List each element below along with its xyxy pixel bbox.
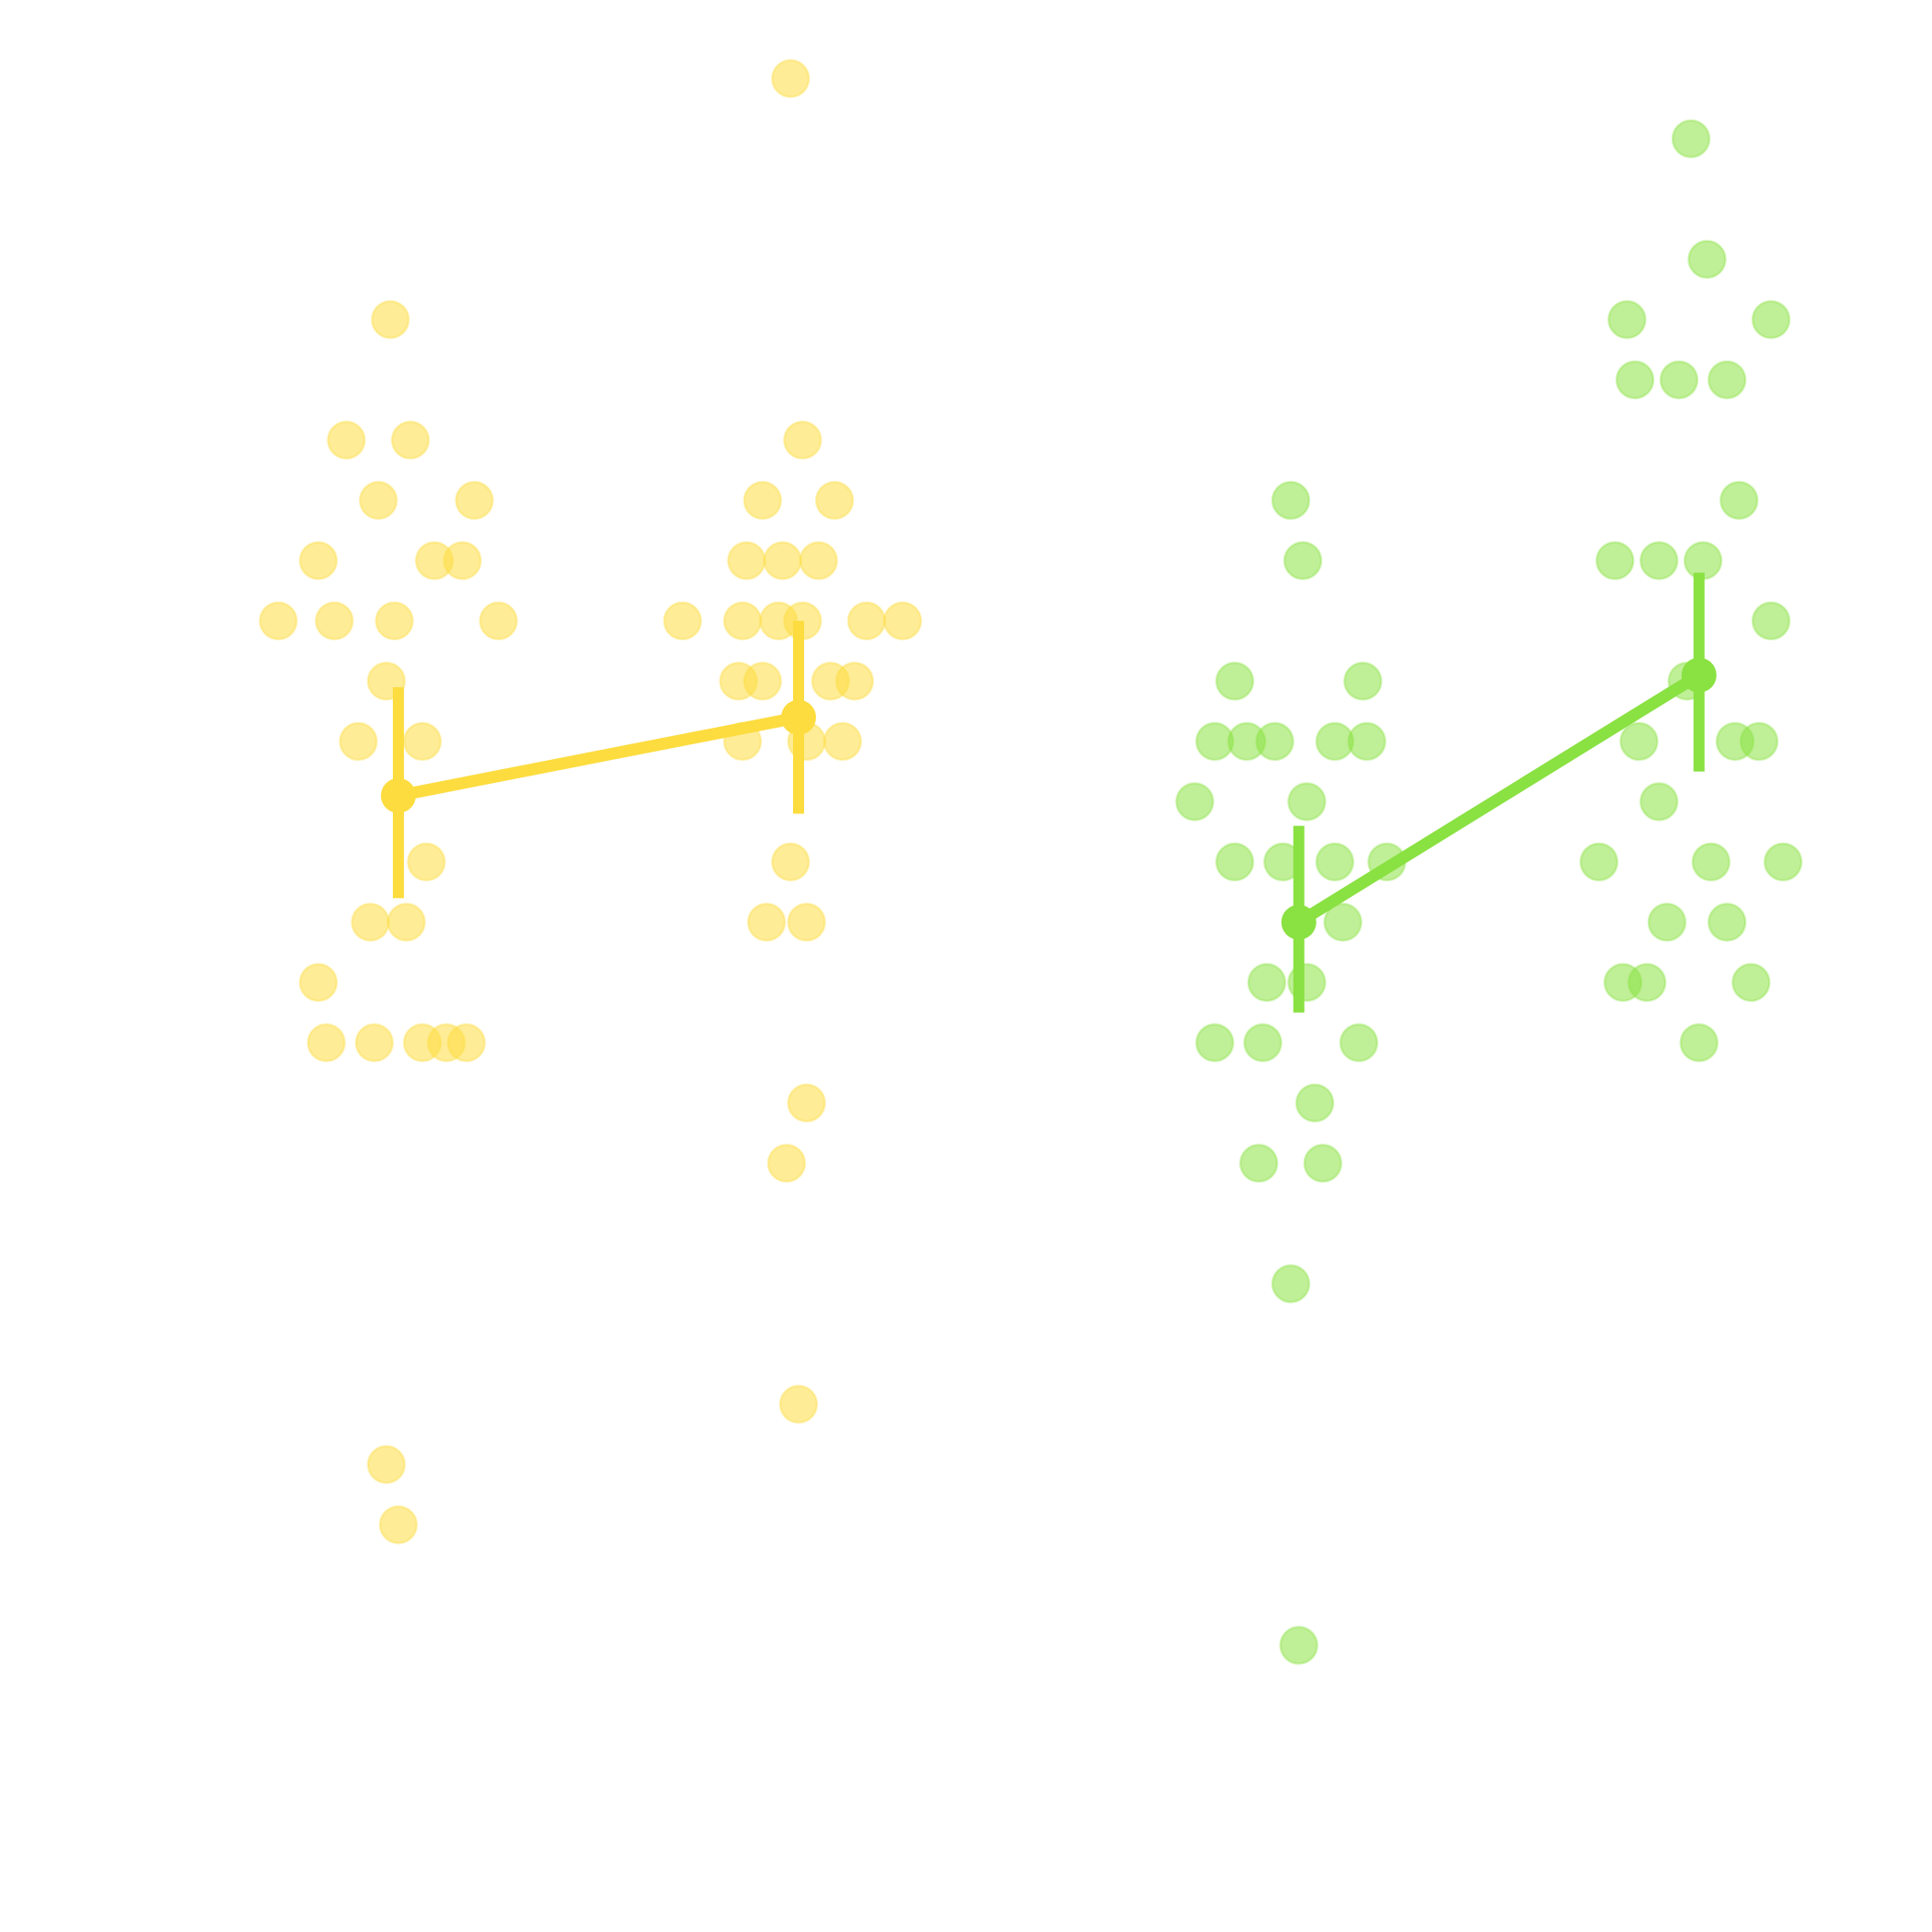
data-point <box>378 1505 419 1545</box>
data-point <box>386 903 426 942</box>
mean-marker <box>1281 904 1317 940</box>
data-point <box>1239 1144 1279 1183</box>
data-point <box>742 661 783 701</box>
data-point <box>1659 360 1699 400</box>
data-point <box>1579 842 1619 882</box>
data-point <box>763 541 802 581</box>
data-point <box>1243 1023 1282 1063</box>
data-point <box>746 903 787 942</box>
data-point <box>1343 661 1383 701</box>
data-point <box>771 842 811 882</box>
data-point <box>1255 721 1294 762</box>
data-point <box>1303 1144 1343 1183</box>
data-point <box>259 601 298 641</box>
data-points-layer <box>259 59 1803 1665</box>
mean-marker <box>781 699 816 735</box>
data-point <box>1214 661 1255 701</box>
data-point <box>1279 1626 1318 1665</box>
data-point <box>822 721 863 762</box>
mean-marker <box>381 777 416 813</box>
data-point <box>298 962 339 1003</box>
data-point <box>374 601 414 641</box>
data-point <box>298 541 339 581</box>
data-point <box>1739 721 1779 762</box>
data-point <box>778 1385 819 1424</box>
data-point <box>1619 721 1659 762</box>
data-point <box>366 1444 407 1485</box>
data-point <box>1647 903 1687 942</box>
data-point <box>407 842 446 882</box>
data-point <box>727 541 766 581</box>
mean-marker <box>1681 657 1717 693</box>
data-point <box>882 601 923 641</box>
data-point <box>339 721 378 762</box>
data-point <box>1247 962 1287 1003</box>
data-point <box>787 1083 826 1123</box>
data-point <box>1751 601 1791 641</box>
data-point <box>478 601 518 641</box>
data-point <box>390 420 431 460</box>
data-point <box>1671 119 1711 159</box>
data-point <box>1639 782 1679 822</box>
data-point <box>1175 782 1214 822</box>
data-point <box>1691 842 1731 882</box>
data-point <box>662 601 703 641</box>
data-point <box>354 1023 395 1063</box>
data-point <box>1639 541 1679 581</box>
data-point <box>454 480 494 521</box>
data-point <box>443 541 482 581</box>
data-point <box>1282 541 1323 581</box>
data-point <box>371 300 410 339</box>
data-point <box>771 59 811 98</box>
data-point <box>1271 1264 1311 1304</box>
data-point <box>306 1023 346 1063</box>
data-point <box>446 1023 487 1063</box>
data-point <box>1687 239 1727 280</box>
data-point <box>1679 1023 1719 1063</box>
data-point <box>1323 903 1363 942</box>
mean-line <box>1293 669 1706 928</box>
data-point <box>1707 360 1747 400</box>
data-point <box>799 541 838 581</box>
data-point <box>315 601 354 641</box>
data-point <box>783 420 822 460</box>
data-point <box>402 721 443 762</box>
data-point <box>766 1144 807 1183</box>
data-point <box>1347 721 1386 762</box>
data-point <box>1214 842 1255 882</box>
data-point <box>1731 962 1771 1003</box>
data-point <box>1707 903 1747 942</box>
data-point <box>742 480 783 521</box>
data-point <box>814 480 855 521</box>
data-point <box>1339 1023 1379 1063</box>
data-point <box>1315 842 1355 882</box>
data-point <box>787 903 826 942</box>
data-point <box>327 420 366 460</box>
data-point <box>722 601 763 641</box>
data-point <box>1615 360 1655 400</box>
data-point <box>1271 480 1311 521</box>
data-point <box>1763 842 1803 882</box>
data-point <box>846 601 887 641</box>
data-point <box>1719 480 1759 521</box>
data-point <box>1595 541 1635 581</box>
data-point <box>359 480 398 521</box>
data-point <box>1627 962 1667 1003</box>
data-point <box>1607 300 1647 339</box>
summary-layer <box>381 572 1717 1013</box>
data-point <box>1195 1023 1235 1063</box>
mean-line <box>392 711 805 802</box>
data-point <box>834 661 875 701</box>
data-point <box>1287 782 1327 822</box>
data-point <box>351 903 390 942</box>
data-point <box>1294 1083 1335 1123</box>
data-point <box>1751 300 1791 339</box>
